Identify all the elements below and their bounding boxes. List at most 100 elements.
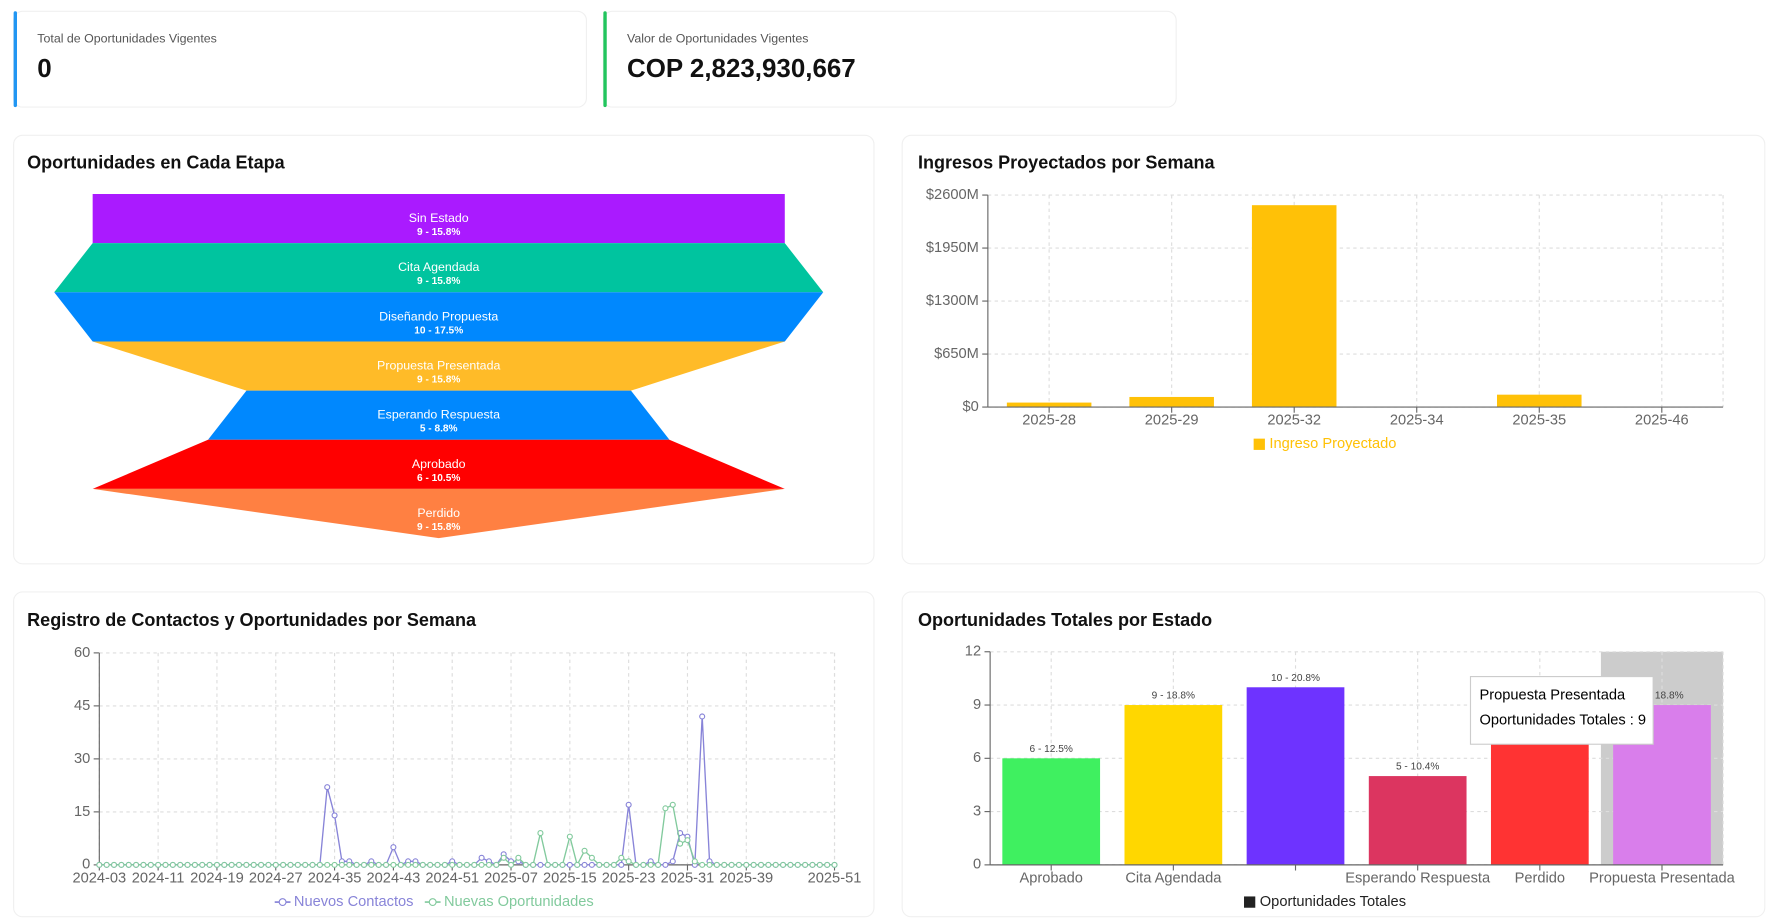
point (449, 861, 456, 868)
point (757, 861, 765, 868)
bar (1496, 394, 1582, 408)
legend-label: Ingreso Proyectado (1269, 436, 1396, 452)
point (824, 861, 831, 868)
point (206, 861, 213, 868)
point (419, 861, 426, 868)
y-tick-label: 15 (74, 804, 90, 820)
x-tick-label: 2024-51 (425, 870, 479, 886)
point (397, 861, 404, 868)
point (471, 861, 478, 868)
point (360, 861, 368, 868)
chart-title: Ingresos Proyectados por Semana (918, 152, 1216, 172)
tooltip (1469, 676, 1654, 745)
point (191, 861, 198, 868)
point (515, 854, 522, 861)
y-tick-label: 45 (74, 698, 90, 714)
point (794, 861, 801, 868)
x-tick-label: 2025-31 (661, 870, 715, 886)
y-tick-label: 60 (74, 645, 90, 661)
point (677, 840, 684, 847)
card-accent (603, 11, 607, 108)
point (228, 861, 235, 868)
funnel-segment (92, 341, 785, 391)
bar (1368, 776, 1467, 865)
x-tick-label: Cita Agendada (1125, 870, 1222, 886)
bar (1251, 205, 1337, 408)
funnel-segment (208, 390, 670, 440)
x-tick-label: 2024-03 (72, 870, 126, 886)
point (147, 861, 154, 868)
point (544, 861, 551, 868)
point (169, 861, 176, 868)
point (412, 861, 419, 868)
funnel-label: Cita Agendada (398, 260, 479, 274)
x-tick-label: Perdido (1515, 870, 1565, 886)
point (588, 861, 595, 868)
point (155, 861, 162, 868)
point (765, 861, 772, 868)
legend-icon (278, 898, 287, 907)
card-label: Total de Oportunidades Vigentes (37, 32, 217, 46)
funnel-segment (92, 193, 785, 244)
point (780, 861, 787, 868)
point (294, 861, 301, 868)
x-tick-label: Esperando Respuesta (1345, 870, 1491, 886)
point (309, 861, 316, 868)
funnel-label: Aprobado (412, 457, 466, 471)
funnel-segment (92, 488, 785, 539)
point (265, 861, 272, 868)
point (478, 861, 485, 868)
funnel-segment (92, 439, 785, 489)
chart-title: Registro de Contactos y Oportunidades po… (27, 610, 477, 630)
card-accent (13, 11, 17, 108)
bar (1129, 396, 1214, 408)
chart-title: Oportunidades en Cada Etapa (27, 152, 285, 172)
point (368, 861, 375, 868)
x-tick-label: 2025-29 (1145, 412, 1199, 428)
x-tick-label: 2025-34 (1390, 412, 1444, 428)
tooltip-title: Propuesta Presentada (1480, 688, 1627, 704)
point (610, 861, 617, 868)
bar (1006, 402, 1092, 408)
funnel-value-label: 10 - 17.5% (414, 325, 463, 336)
chart-title: Oportunidades Totales por Estado (918, 610, 1212, 630)
point (96, 861, 103, 868)
point (647, 861, 654, 868)
y-tick-label: $1950M (926, 240, 979, 256)
point (522, 861, 529, 868)
point (662, 805, 669, 812)
point (390, 844, 397, 851)
funnel-value-label: 9 - 15.8% (417, 374, 460, 385)
point (140, 861, 147, 868)
funnel-label: Propuesta Presentada (377, 359, 500, 373)
point (559, 861, 566, 868)
funnel-value-label: 9 - 15.8% (417, 227, 460, 238)
point (485, 861, 493, 868)
funnel-value-label: 9 - 15.8% (417, 276, 460, 287)
point (405, 861, 412, 868)
legend-icon (428, 898, 437, 907)
y-tick-label: 12 (965, 644, 981, 660)
card-label: Valor de Oportunidades Vigentes (627, 32, 808, 46)
point (728, 861, 735, 868)
point (507, 861, 515, 868)
point (618, 854, 625, 861)
card (13, 10, 588, 108)
point (338, 861, 345, 868)
point (669, 801, 676, 808)
x-tick-label: 2024-35 (308, 870, 362, 886)
point (125, 861, 132, 868)
y-tick-label: 3 (973, 803, 981, 819)
point (500, 854, 507, 861)
bar-value-label: 6 - 12.5% (1030, 744, 1073, 755)
legend-icon (1244, 896, 1256, 908)
point (721, 861, 728, 868)
point (184, 861, 191, 868)
point (618, 861, 625, 868)
point (324, 784, 331, 791)
x-tick-label: 2025-07 (484, 870, 538, 886)
funnel-value-label: 5 - 8.8% (420, 424, 458, 435)
point (787, 861, 794, 868)
point (684, 837, 691, 844)
